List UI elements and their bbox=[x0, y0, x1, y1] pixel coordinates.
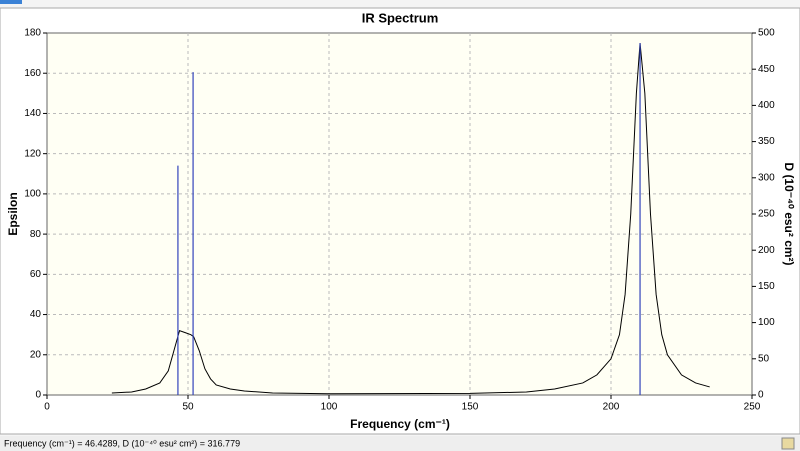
y2-tick-label: 100 bbox=[758, 317, 775, 328]
x-tick-label: 150 bbox=[462, 402, 479, 413]
y-tick-label: 80 bbox=[30, 229, 42, 240]
y2-tick-label: 250 bbox=[758, 209, 775, 220]
x-tick-label: 250 bbox=[744, 402, 761, 413]
y-tick-label: 40 bbox=[30, 309, 42, 320]
chart-title: IR Spectrum bbox=[362, 10, 439, 25]
y2-tick-label: 300 bbox=[758, 172, 775, 183]
y-tick-label: 180 bbox=[24, 28, 41, 39]
y2-axis-label: D (10⁻⁴⁰ esu² cm²) bbox=[782, 162, 796, 265]
plot-area bbox=[46, 32, 753, 396]
y-tick-label: 160 bbox=[24, 68, 41, 79]
y-tick-label: 0 bbox=[35, 390, 41, 401]
y2-tick-label: 400 bbox=[758, 100, 775, 111]
y2-tick-label: 450 bbox=[758, 64, 775, 75]
y-tick-label: 140 bbox=[24, 108, 41, 119]
y2-tick-label: 200 bbox=[758, 245, 775, 256]
status-text: Frequency (cm⁻¹) = 46.4289, D (10⁻⁴⁰ esu… bbox=[4, 438, 240, 448]
tab-indicator bbox=[0, 0, 22, 4]
y2-tick-label: 350 bbox=[758, 136, 775, 147]
x-tick-label: 50 bbox=[182, 402, 194, 413]
x-axis-label: Frequency (cm⁻¹) bbox=[350, 417, 450, 431]
y-tick-label: 100 bbox=[24, 189, 41, 200]
y2-tick-label: 150 bbox=[758, 281, 775, 292]
y-tick-label: 120 bbox=[24, 148, 41, 159]
y-tick-label: 20 bbox=[30, 349, 42, 360]
help-icon[interactable] bbox=[781, 437, 795, 450]
status-bar bbox=[0, 436, 800, 451]
x-tick-label: 0 bbox=[44, 402, 50, 413]
y-axis-label: Epsilon bbox=[6, 192, 20, 235]
x-tick-label: 100 bbox=[321, 402, 338, 413]
x-tick-label: 200 bbox=[603, 402, 620, 413]
y2-tick-label: 500 bbox=[758, 28, 775, 39]
y-tick-label: 60 bbox=[30, 269, 42, 280]
y2-tick-label: 0 bbox=[758, 390, 764, 401]
spectrum-line bbox=[111, 43, 710, 395]
y2-tick-label: 50 bbox=[758, 353, 770, 364]
